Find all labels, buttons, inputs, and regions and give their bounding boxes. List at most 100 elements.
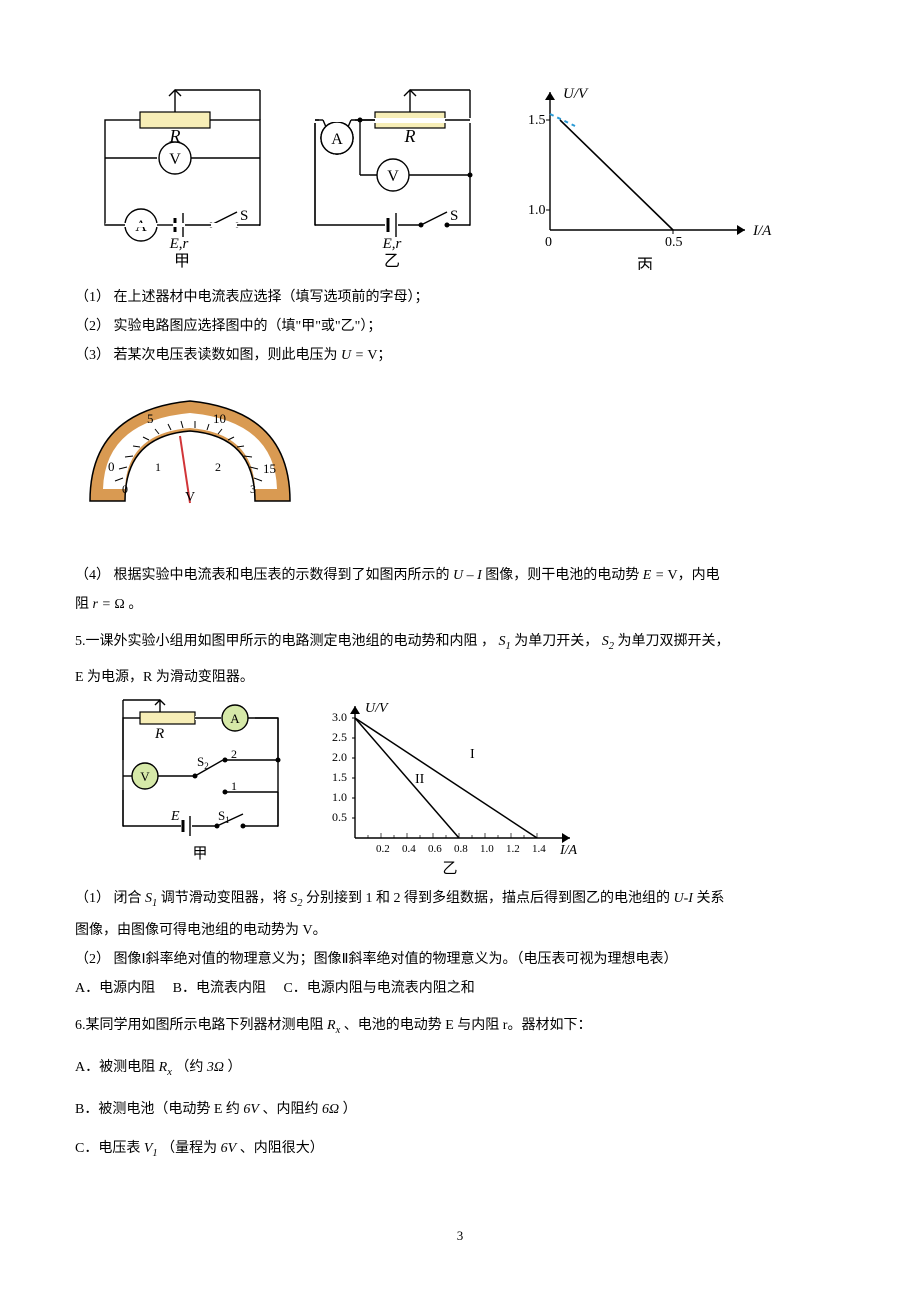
q5-1-s1: S1 [145, 891, 157, 906]
f5y-xt6: 1.4 [532, 843, 546, 855]
q6-C-V1: V1 [144, 1141, 158, 1156]
q6-C-post: 、内阻很大） [240, 1141, 324, 1156]
f5j-2: 2 [231, 747, 237, 761]
q5-intro-mid2: 为单刀双掷开关， [618, 634, 730, 649]
q6-C-val: 6V [221, 1141, 237, 1156]
q5-intro: 5.一课外实验小组用如图甲所示的电路测定电池组的电动势和内阻 ， S1 为单刀开… [75, 629, 845, 657]
f5y-xl: I/A [559, 843, 578, 858]
q5-1-pre: （1） 闭合 [75, 891, 142, 906]
f5y-yl: U/V [365, 701, 389, 716]
q4-4-post2: 。 [128, 597, 142, 612]
vm-upper-0: 0 [108, 459, 115, 474]
q4-3: （3） 若某次电压表读数如图，则此电压为 U = V； [75, 343, 845, 368]
q4-4-f3: r = [93, 597, 111, 612]
q6-B-post: ） [343, 1102, 357, 1117]
q5-s2: S2 [602, 634, 614, 649]
vm-lower-2: 2 [215, 460, 221, 474]
q6-B-mid: 、内阻约 [262, 1102, 318, 1117]
f5y-xt0: 0.2 [376, 843, 390, 855]
q4-4-pre: （4） 根据实验中电流表和电压表的示数得到了如图丙所示的 [75, 568, 450, 583]
q5-1-mid2: 分别接到 1 和 2 得到多组数据，描点后得到图乙的电池组的 [306, 891, 670, 906]
q4-1: （1） 在上述器材中电流表应选择（填写选项前的字母）； [75, 285, 845, 310]
f5y-xt4: 1.0 [480, 843, 494, 855]
top-figures-row: R V A S E,r 甲 [75, 80, 845, 270]
f5j-V: V [140, 769, 150, 784]
bing-ytick-1: 1.0 [528, 203, 546, 218]
q4-4-l2-pre: 阻 [75, 597, 89, 612]
f5j-A: A [230, 711, 240, 726]
q5-figures-row: R A V S2 2 1 E [105, 698, 845, 878]
q6-C-pre: C．电压表 [75, 1141, 140, 1156]
bing-x-label: I/A [752, 223, 772, 239]
q6-B-v1: 6V [243, 1102, 259, 1117]
q5-1-f: U-I [674, 891, 693, 906]
f5y-II: II [415, 772, 425, 787]
f5j-R: R [154, 726, 164, 742]
yi-label-R: R [404, 126, 416, 146]
q6-intro-post: 、电池的电动势 E 与内阻 r。器材如下： [344, 1018, 592, 1033]
q4-2: （2） 实验电路图应选择图中的（填"甲"或"乙"）； [75, 314, 845, 339]
q4-4-f1: U – I [453, 568, 482, 583]
f5j-caption: 甲 [192, 846, 207, 862]
f5y-xt3: 0.8 [454, 843, 468, 855]
q4-3-post: V； [367, 348, 391, 363]
q5-2: （2） 图像Ⅰ斜率绝对值的物理意义为；图像Ⅱ斜率绝对值的物理意义为。（电压表可视… [75, 947, 845, 972]
q6-intro-pre: 6.某同学用如图所示电路下列器材测电阻 [75, 1018, 324, 1033]
q6-B-pre: B．被测电池（电动势 E 约 [75, 1102, 240, 1117]
f5y-xt2: 0.6 [428, 843, 442, 855]
figure-yi: R A V [295, 80, 485, 270]
vm-lower-0: 0 [122, 482, 128, 496]
q5-1-mid1: 调节滑动变阻器，将 [161, 891, 287, 906]
yi-label-S: S [450, 208, 458, 224]
q5-1-l2: 图像，由图像可得电池组的电动势为 V。 [75, 918, 845, 943]
f5y-yt3: 2.0 [332, 750, 347, 764]
bing-xtick-1: 0.5 [665, 235, 683, 250]
q6-A-mid: （约 [175, 1060, 203, 1075]
q6-A-pre: A．被测电阻 [75, 1060, 155, 1075]
f5y-I: I [470, 747, 475, 762]
figure5-yi: U/V I/A 0.5 1.0 1.5 2.0 2.5 3.0 0.2 0.4 … [310, 698, 590, 878]
f5j-E: E [170, 809, 180, 824]
vm-lower-1: 1 [155, 460, 161, 474]
q5-intro-mid1: 为单刀开关， [514, 634, 598, 649]
figure-jia: R V A S E,r 甲 [85, 80, 275, 270]
q4-4-unit: Ω [114, 597, 124, 612]
jia-caption: 甲 [174, 253, 190, 270]
jia-label-Er: E,r [169, 236, 189, 252]
q5-intro-line2: E 为电源，R 为滑动变阻器。 [75, 665, 845, 690]
f5y-yt5: 3.0 [332, 710, 347, 724]
f5y-yt0: 0.5 [332, 810, 347, 824]
q4-4-line2: 阻 r = Ω 。 [75, 592, 845, 617]
vm-upper-5: 5 [147, 411, 154, 426]
vm-lower-3: 3 [250, 482, 256, 496]
q4-3-pre: （3） 若某次电压表读数如图，则此电压为 [75, 348, 338, 363]
q6-B: B．被测电池（电动势 E 约 6V 、内阻约 6Ω ） [75, 1097, 845, 1122]
q5-s1: S1 [499, 634, 511, 649]
f5y-xt5: 1.2 [506, 843, 520, 855]
bing-ytick-2: 1.5 [528, 113, 546, 128]
q5-intro-pre: 5.一课外实验小组用如图甲所示的电路测定电池组的电动势和内阻 ， [75, 634, 499, 649]
yi-label-A: A [331, 131, 343, 148]
q6-A-val: 3Ω [207, 1060, 224, 1075]
q5-1-s2: S2 [290, 891, 302, 906]
f5y-xt1: 0.4 [402, 843, 416, 855]
bing-y-label: U/V [563, 86, 589, 102]
q6-intro: 6.某同学用如图所示电路下列器材测电阻 Rx 、电池的电动势 E 与内阻 r。器… [75, 1013, 845, 1041]
yi-label-V: V [387, 168, 399, 185]
f5j-S2: S2 [197, 754, 209, 771]
f5y-yt1: 1.0 [332, 790, 347, 804]
q6-B-v2: 6Ω [322, 1102, 339, 1117]
q4-4-f2: E = [643, 568, 665, 583]
vm-unit: V [185, 490, 195, 505]
q6-C-mid: （量程为 [161, 1141, 217, 1156]
q5-opts: A．电源内阻 B．电流表内阻 C．电源内阻与电流表内阻之和 [75, 976, 845, 1001]
f5j-1: 1 [231, 779, 237, 793]
jia-label-V: V [169, 151, 181, 168]
yi-caption: 乙 [384, 253, 400, 270]
f5j-S1: S1 [218, 808, 230, 825]
figure-bing: U/V I/A 1.0 1.5 0 0.5 丙 [505, 80, 785, 270]
q5-1: （1） 闭合 S1 调节滑动变阻器，将 S2 分别接到 1 和 2 得到多组数据… [75, 886, 845, 914]
q4-4-post1: V，内电 [668, 568, 720, 583]
q6-A: A．被测电阻 Rx （约 3Ω ） [75, 1055, 845, 1083]
q5-1-post: 关系 [696, 891, 724, 906]
